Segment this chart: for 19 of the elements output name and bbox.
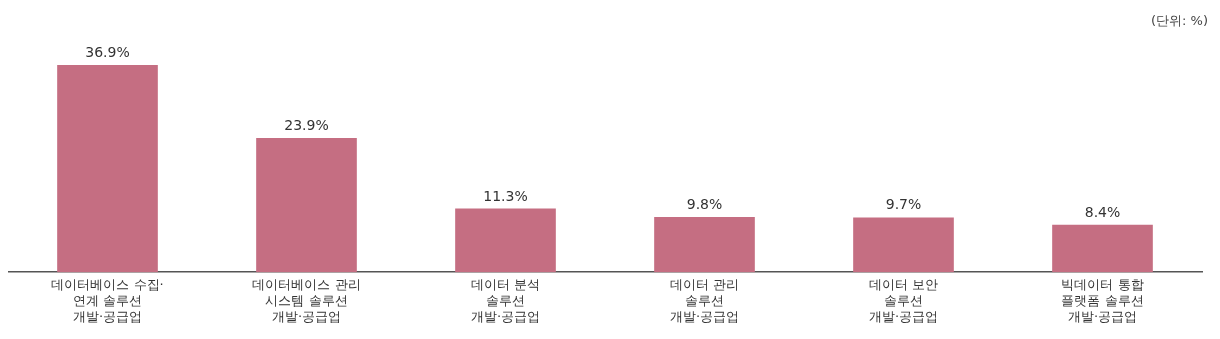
data-label: 11.3% (483, 187, 528, 204)
bar (654, 216, 755, 273)
x-tick-label: 데이터 관리 솔루션 개발·공급업 (669, 277, 740, 324)
data-label: 23.9% (284, 116, 329, 133)
data-label: 9.8% (686, 195, 723, 212)
data-label: 36.9% (85, 44, 130, 61)
bar (256, 137, 357, 273)
x-tick-label: 데이터 분석 솔루션 개발·공급업 (470, 277, 541, 324)
x-tick-label: 빅데이터 통합 플랫폼 솔루션 개발·공급업 (1061, 277, 1144, 324)
bar (455, 208, 556, 273)
x-tick-label: 데이터베이스 수집· 연계 솔루션 개발·공급업 (51, 277, 164, 324)
bar (1052, 224, 1153, 273)
x-tick-label: 데이터 보안 솔루션 개발·공급업 (868, 277, 939, 324)
data-label: 9.7% (885, 196, 922, 213)
data-label: 8.4% (1084, 203, 1121, 220)
bar (853, 217, 954, 273)
text: (단위: %) (1150, 12, 1208, 30)
x-tick-label: 데이터베이스 관리 시스템 솔루션 개발·공급업 (252, 277, 361, 324)
bar (57, 65, 158, 273)
